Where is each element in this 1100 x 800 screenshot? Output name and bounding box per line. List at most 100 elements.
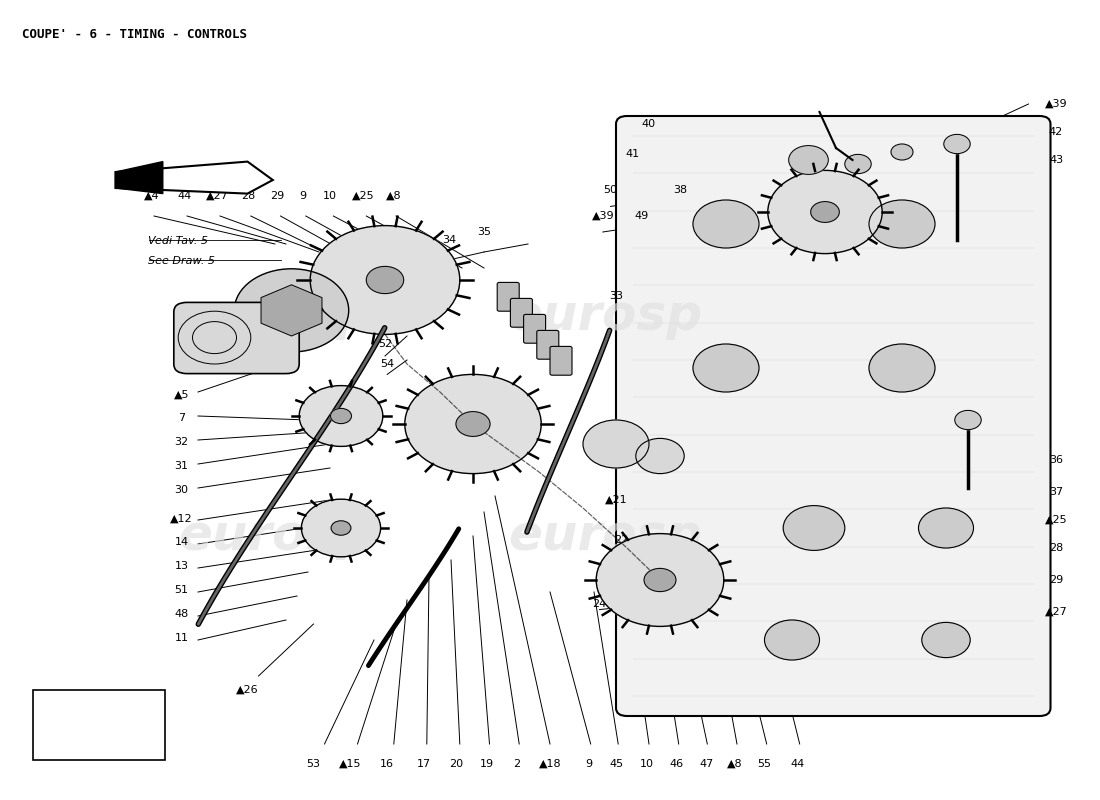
Circle shape bbox=[789, 146, 828, 174]
Text: 32: 32 bbox=[175, 438, 188, 447]
Circle shape bbox=[693, 344, 759, 392]
Text: 23: 23 bbox=[607, 569, 620, 578]
Polygon shape bbox=[116, 162, 273, 194]
Polygon shape bbox=[116, 162, 163, 194]
Circle shape bbox=[331, 521, 351, 535]
Text: 22: 22 bbox=[615, 535, 628, 545]
Circle shape bbox=[869, 200, 935, 248]
Text: ▲4: ▲4 bbox=[144, 191, 159, 201]
Circle shape bbox=[310, 226, 460, 334]
Text: ▲25: ▲25 bbox=[352, 191, 374, 201]
Text: 9: 9 bbox=[585, 759, 592, 769]
Text: 2: 2 bbox=[514, 759, 520, 769]
Text: 41: 41 bbox=[626, 149, 639, 158]
Text: 44: 44 bbox=[791, 759, 804, 769]
Text: Vedi Tav. 5: Vedi Tav. 5 bbox=[148, 236, 209, 246]
Text: ▲3: ▲3 bbox=[507, 387, 522, 397]
Text: 33: 33 bbox=[609, 291, 623, 301]
Text: 13: 13 bbox=[175, 561, 188, 570]
Text: 36: 36 bbox=[1049, 455, 1063, 465]
Text: 55: 55 bbox=[758, 759, 771, 769]
Circle shape bbox=[583, 420, 649, 468]
Circle shape bbox=[636, 438, 684, 474]
Text: 28: 28 bbox=[1049, 543, 1063, 553]
Text: 24: 24 bbox=[593, 599, 606, 609]
Circle shape bbox=[330, 408, 352, 424]
FancyBboxPatch shape bbox=[524, 314, 546, 343]
FancyBboxPatch shape bbox=[497, 282, 519, 311]
Text: 52: 52 bbox=[378, 339, 392, 349]
Text: eurosp: eurosp bbox=[178, 292, 372, 340]
Text: 47: 47 bbox=[700, 759, 713, 769]
Text: 43: 43 bbox=[1049, 155, 1063, 165]
Text: 19: 19 bbox=[481, 759, 494, 769]
Text: 7: 7 bbox=[178, 414, 185, 423]
Circle shape bbox=[455, 411, 491, 437]
FancyBboxPatch shape bbox=[174, 302, 299, 374]
Text: 28: 28 bbox=[242, 191, 255, 201]
Text: eurosp: eurosp bbox=[508, 512, 702, 560]
Text: 10: 10 bbox=[640, 759, 653, 769]
Text: 53: 53 bbox=[307, 759, 320, 769]
Text: COUPE' - 6 - TIMING - CONTROLS: COUPE' - 6 - TIMING - CONTROLS bbox=[22, 28, 248, 41]
Circle shape bbox=[918, 508, 974, 548]
Text: 48: 48 bbox=[175, 609, 188, 618]
FancyBboxPatch shape bbox=[616, 116, 1050, 716]
Text: 54: 54 bbox=[381, 359, 394, 369]
Text: 9: 9 bbox=[299, 191, 306, 201]
Text: 29: 29 bbox=[1049, 575, 1063, 585]
Circle shape bbox=[922, 622, 970, 658]
Text: 11: 11 bbox=[175, 633, 188, 642]
Text: 51: 51 bbox=[175, 585, 188, 594]
Text: 50: 50 bbox=[604, 186, 617, 195]
FancyBboxPatch shape bbox=[550, 346, 572, 375]
Circle shape bbox=[644, 568, 675, 591]
Text: 46: 46 bbox=[670, 759, 683, 769]
Text: 30: 30 bbox=[175, 485, 188, 494]
Text: 20: 20 bbox=[450, 759, 463, 769]
Text: ▲27: ▲27 bbox=[207, 191, 229, 201]
Text: ▲39: ▲39 bbox=[592, 211, 614, 221]
Circle shape bbox=[693, 200, 759, 248]
Text: ▲15: ▲15 bbox=[339, 759, 361, 769]
Circle shape bbox=[596, 534, 724, 626]
Text: eurosp: eurosp bbox=[178, 512, 372, 560]
FancyBboxPatch shape bbox=[33, 690, 165, 760]
Circle shape bbox=[845, 154, 871, 174]
Text: ▲18: ▲18 bbox=[539, 759, 561, 769]
Text: 49: 49 bbox=[635, 211, 648, 221]
Text: 14: 14 bbox=[175, 538, 188, 547]
Text: ▲4: ▲4 bbox=[614, 435, 629, 445]
Text: 34: 34 bbox=[442, 235, 455, 245]
Circle shape bbox=[955, 410, 981, 430]
Circle shape bbox=[234, 269, 349, 352]
FancyBboxPatch shape bbox=[537, 330, 559, 359]
Text: 37: 37 bbox=[1049, 487, 1063, 497]
Text: ▲27: ▲27 bbox=[1045, 607, 1067, 617]
Text: ▲5: ▲5 bbox=[174, 390, 189, 399]
Text: 38: 38 bbox=[673, 186, 686, 195]
Text: ▲26: ▲26 bbox=[236, 685, 258, 694]
Text: See Draw. 5: See Draw. 5 bbox=[148, 256, 216, 266]
Text: ▲12: ▲12 bbox=[170, 514, 192, 523]
Text: ▲8: ▲8 bbox=[727, 759, 742, 769]
Circle shape bbox=[944, 134, 970, 154]
Circle shape bbox=[811, 202, 839, 222]
Circle shape bbox=[301, 499, 381, 557]
Text: ▲8: ▲8 bbox=[386, 191, 402, 201]
Text: 10: 10 bbox=[323, 191, 337, 201]
FancyBboxPatch shape bbox=[510, 298, 532, 327]
Text: 17: 17 bbox=[417, 759, 430, 769]
Circle shape bbox=[768, 170, 882, 254]
Circle shape bbox=[299, 386, 383, 446]
Polygon shape bbox=[261, 285, 322, 336]
Text: 29: 29 bbox=[271, 191, 284, 201]
Circle shape bbox=[764, 620, 820, 660]
Text: 40: 40 bbox=[642, 119, 656, 129]
Circle shape bbox=[366, 266, 404, 294]
Text: 31: 31 bbox=[175, 461, 188, 470]
Text: ▲21: ▲21 bbox=[605, 495, 627, 505]
Text: 45: 45 bbox=[609, 759, 623, 769]
Text: ▲39: ▲39 bbox=[1045, 99, 1067, 109]
Circle shape bbox=[405, 374, 541, 474]
